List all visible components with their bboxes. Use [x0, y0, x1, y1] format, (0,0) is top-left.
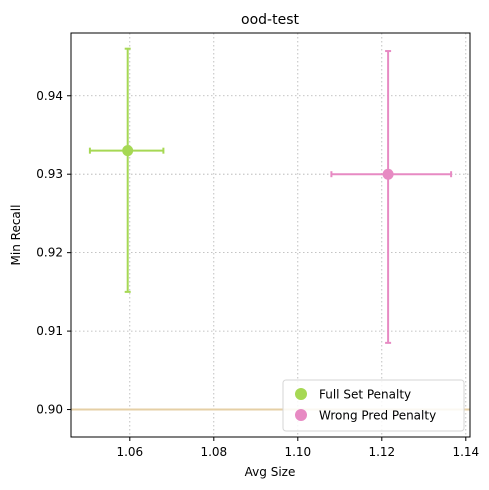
data-point [382, 168, 394, 180]
y-tick-label: 0.91 [36, 324, 63, 338]
legend: Full Set Penalty Wrong Pred Penalty [282, 379, 465, 432]
x-axis-ticks: 1.06 1.08 1.10 1.12 1.14 [116, 437, 479, 459]
plot-frame [70, 32, 471, 438]
legend-label: Wrong Pred Penalty [319, 409, 436, 423]
x-tick-label: 1.08 [200, 445, 227, 459]
x-axis-label: Avg Size [245, 465, 296, 479]
x-tick-label: 1.14 [452, 445, 479, 459]
legend-box [282, 379, 465, 432]
x-tick-label: 1.06 [116, 445, 143, 459]
x-tick-label: 1.12 [368, 445, 395, 459]
series-point-group [330, 50, 453, 344]
y-tick-label: 0.92 [36, 246, 63, 260]
x-tick-label: 1.10 [284, 445, 311, 459]
legend-marker [295, 409, 307, 421]
legend-marker [295, 388, 307, 400]
legend-label: Full Set Penalty [319, 388, 411, 402]
data-point [122, 145, 134, 157]
series-point-group [88, 47, 165, 293]
y-tick-label: 0.93 [36, 167, 63, 181]
y-axis-ticks: 0.90 0.91 0.92 0.93 0.94 [36, 89, 71, 417]
series-group [88, 47, 453, 344]
chart-title: ood-test [241, 12, 299, 28]
grid-lines [71, 33, 470, 437]
y-tick-label: 0.90 [36, 403, 63, 417]
y-axis-label: Min Recall [9, 205, 23, 266]
y-tick-label: 0.94 [36, 89, 63, 103]
